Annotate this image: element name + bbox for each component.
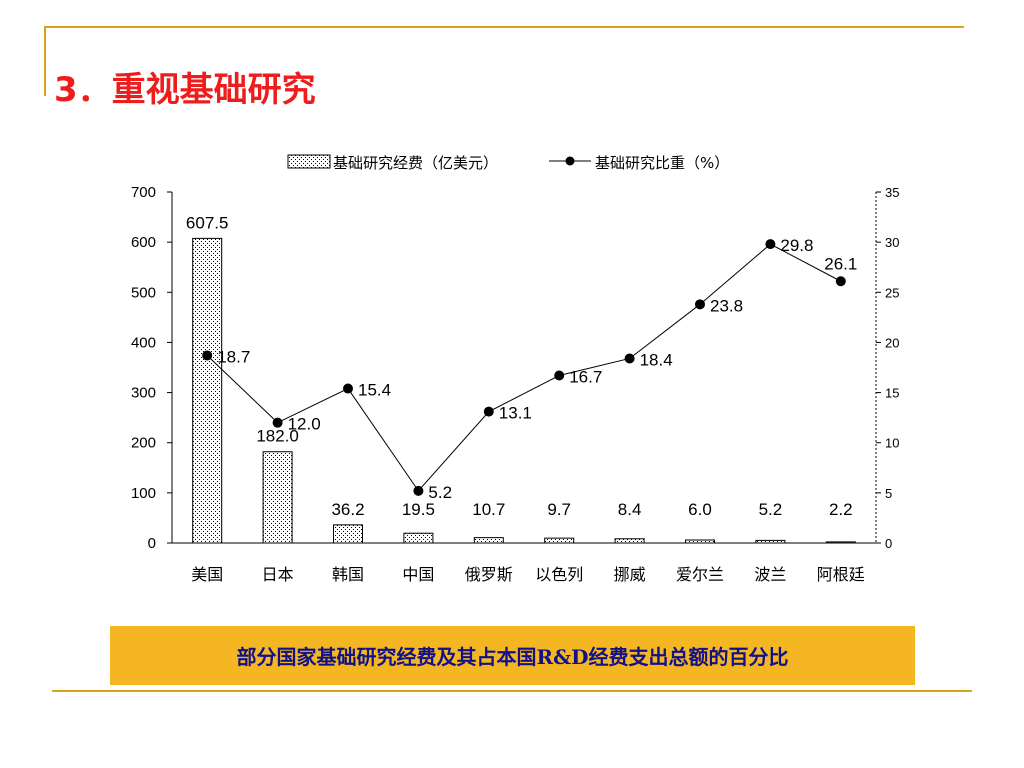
- category-label: 阿根廷: [817, 565, 865, 584]
- bar-value-label: 607.5: [186, 213, 229, 232]
- right-tick-label: 0: [885, 536, 892, 551]
- left-tick-label: 600: [131, 234, 156, 251]
- right-tick-label: 35: [885, 185, 899, 200]
- line-value-label: 16.7: [569, 368, 602, 387]
- bar: [614, 538, 645, 544]
- bar: [192, 237, 223, 544]
- bar: [403, 532, 434, 544]
- right-tick-label: 25: [885, 285, 899, 300]
- category-label: 美国: [191, 565, 223, 584]
- bar: [333, 524, 363, 544]
- line-value-label: 18.4: [640, 350, 673, 369]
- right-tick-label: 5: [885, 486, 892, 501]
- category-label: 波兰: [754, 565, 786, 584]
- category-label: 中国: [402, 565, 434, 584]
- line-point: [835, 276, 846, 287]
- legend-bar-label: 基础研究经费（亿美元）: [333, 154, 498, 172]
- left-tick-label: 300: [131, 385, 156, 402]
- right-tick-label: 20: [885, 335, 899, 350]
- line-point: [554, 370, 565, 381]
- right-tick-label: 15: [885, 386, 899, 401]
- line-point: [483, 406, 494, 417]
- bar-value-label: 2.2: [829, 500, 853, 519]
- bar: [755, 539, 786, 544]
- line-value-label: 18.7: [217, 347, 250, 366]
- line-value-label: 5.2: [428, 483, 452, 502]
- bar-value-label: 36.2: [331, 500, 364, 519]
- category-label: 爱尔兰: [676, 565, 724, 584]
- bar-value-label: 8.4: [618, 500, 642, 519]
- legend: 基础研究经费（亿美元） 基础研究比重（%）: [287, 154, 729, 172]
- slide-title: 3．重视基础研究: [54, 70, 316, 110]
- bar: [825, 541, 856, 544]
- chart-caption: 部分国家基础研究经费及其占本国R&D经费支出总额的百分比: [110, 626, 915, 685]
- left-axis-ticks: 0 100 200 300 400 500 600 700: [131, 184, 172, 552]
- legend-bar-swatch: [287, 154, 331, 169]
- line-point: [695, 299, 705, 310]
- category-label: 韩国: [332, 565, 364, 584]
- category-label: 挪威: [614, 565, 646, 584]
- line-point: [413, 485, 424, 496]
- bar-value-label: 5.2: [759, 500, 783, 519]
- line-point: [624, 353, 635, 364]
- category-label: 日本: [262, 565, 294, 584]
- bar: [262, 451, 293, 544]
- line-path: [206, 243, 842, 492]
- left-tick-label: 200: [131, 435, 156, 452]
- bar: [544, 537, 575, 544]
- bar: [685, 539, 715, 544]
- legend-line-label: 基础研究比重（%）: [595, 154, 729, 172]
- bar-value-label: 9.7: [547, 500, 571, 519]
- line-value-label: 26.1: [824, 254, 857, 273]
- line-value-labels: 18.7 12.0 15.4 5.2 13.1 16.7 18.4 23.8 29.8 26.1: [217, 236, 857, 502]
- combo-chart: 基础研究经费（亿美元） 基础研究比重（%） 010020030040050060…: [131, 154, 900, 584]
- bar-value-label: 182.0: [256, 427, 299, 446]
- bar: [473, 537, 504, 544]
- category-label: 俄罗斯: [465, 565, 513, 584]
- legend-line-marker: [565, 156, 575, 166]
- line-value-label: 23.8: [710, 296, 743, 315]
- category-label: 以色列: [535, 565, 583, 584]
- left-tick-label: 500: [131, 284, 156, 301]
- line-value-label: 29.8: [780, 236, 813, 255]
- top-accent-rule: [44, 26, 964, 28]
- line-point: [202, 350, 213, 361]
- bar-value-labels: 607.5 182.0 36.2 19.5 10.7 9.7 8.4 6.0 5.2 2.2: [186, 213, 853, 519]
- line-value-label: 13.1: [499, 404, 532, 423]
- left-tick-label: 0: [148, 535, 156, 552]
- line-value-label: 15.4: [358, 381, 391, 400]
- right-axis-ticks: 0 5 10 15 20 25 30 35: [876, 185, 899, 551]
- line-value-label: 12.0: [288, 415, 321, 434]
- right-tick-label: 30: [885, 235, 899, 250]
- bar-value-label: 10.7: [472, 500, 505, 519]
- line-series: [202, 239, 846, 496]
- line-point: [343, 383, 353, 394]
- line-point: [272, 417, 283, 428]
- line-point: [765, 239, 776, 250]
- bar-series: [192, 237, 856, 544]
- left-tick-label: 400: [131, 334, 156, 351]
- left-tick-label: 700: [131, 184, 156, 201]
- category-labels: 美国 日本 韩国 中国 俄罗斯 以色列 挪威 爱尔兰 波兰 阿根廷: [191, 565, 865, 584]
- right-tick-label: 10: [885, 436, 899, 451]
- left-accent-rule: [44, 26, 46, 96]
- bar-value-label: 19.5: [402, 500, 435, 519]
- bottom-accent-rule: [52, 690, 972, 692]
- bar-value-label: 6.0: [688, 500, 712, 519]
- left-tick-label: 100: [131, 485, 156, 502]
